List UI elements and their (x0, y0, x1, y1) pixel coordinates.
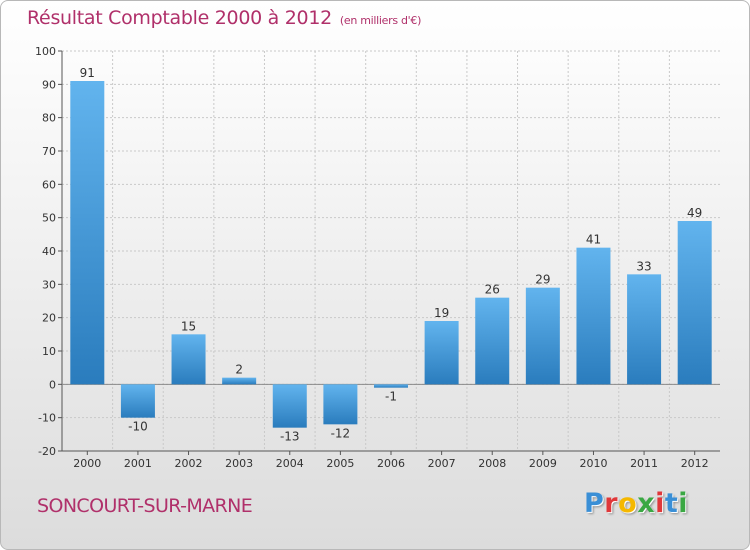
bar-2001 (120, 384, 155, 418)
y-tick-label: 70 (42, 145, 56, 158)
x-tick-label: 2003 (225, 457, 253, 470)
logo-letter: P (584, 488, 605, 519)
data-label-2004: -13 (280, 430, 300, 444)
data-label-2011: 33 (636, 259, 651, 273)
y-tick-label: 50 (42, 212, 56, 225)
x-tick-label: 2008 (478, 457, 506, 470)
x-tick-label: 2002 (175, 457, 203, 470)
x-tick-label: 2007 (428, 457, 456, 470)
y-tick-label: 40 (42, 245, 56, 258)
y-tick-label: -10 (38, 412, 56, 425)
y-tick-label: 80 (42, 112, 56, 125)
bar-2006 (374, 384, 408, 388)
data-label-2006: -1 (385, 390, 397, 404)
y-tick-label: 90 (42, 78, 56, 91)
chart-subtitle: (en milliers d'€) (339, 14, 422, 27)
bars (70, 81, 712, 428)
city-name: SONCOURT-SUR-MARNE (37, 495, 253, 517)
bar-2000 (70, 81, 105, 385)
x-tick-label: 2011 (630, 457, 658, 470)
y-tick-label: 0 (49, 378, 56, 391)
title-text: Résultat Comptable 2000 à 2012 (27, 7, 332, 29)
y-tick-label: 20 (42, 312, 56, 325)
x-tick-label: 2001 (124, 457, 152, 470)
data-label-2003: 2 (235, 363, 243, 377)
x-tick-label: 2000 (73, 457, 101, 470)
chart-title: Résultat Comptable 2000 à 2012 (en millie… (27, 7, 421, 29)
logo-letter: o (618, 488, 638, 519)
y-tick-labels: -20 -10 0 10 20 30 40 50 60 70 80 90 100 (35, 45, 56, 458)
data-label-2012: 49 (687, 206, 702, 220)
data-label-2009: 29 (535, 273, 550, 287)
bar-2004 (272, 384, 307, 428)
x-tick-label: 2006 (377, 457, 405, 470)
proxiti-logo[interactable]: Proxiti (584, 488, 688, 519)
bar-2005 (323, 384, 358, 425)
logo-letter: x (637, 488, 656, 519)
bar-2011 (627, 274, 662, 385)
x-tick-label: 2009 (529, 457, 557, 470)
x-tick-label: 2004 (276, 457, 304, 470)
data-label-2007: 19 (434, 306, 449, 320)
y-tick-label: -20 (38, 445, 56, 458)
y-tick-label: 100 (35, 45, 56, 58)
bar-2002 (171, 334, 206, 385)
data-label-2005: -12 (331, 426, 351, 440)
data-label-2010: 41 (586, 233, 601, 247)
logo-letter: i (678, 488, 689, 519)
data-label-2008: 26 (485, 283, 500, 297)
y-tick-label: 60 (42, 178, 56, 191)
bar-2007 (424, 321, 459, 385)
logo-letter: r (604, 488, 619, 519)
x-tick-labels: 2000 2001 2002 2003 2004 2005 2006 2007 2008 2009… (73, 457, 708, 470)
x-tick-label: 2012 (681, 457, 709, 470)
logo-letter: t (664, 488, 679, 519)
x-tick-label: 2005 (326, 457, 354, 470)
y-tick-label: 30 (42, 278, 56, 291)
y-tick-label: 10 (42, 345, 56, 358)
data-labels: 91 -10 15 2 -13 -12 -1 19 26 29 41 33 49 (80, 66, 703, 444)
data-label-2000: 91 (80, 66, 95, 80)
bar-2008 (475, 297, 510, 385)
logo-letter: i (655, 488, 665, 519)
data-label-2001: -10 (128, 420, 148, 434)
bar-2003 (222, 377, 257, 385)
bar-2009 (525, 287, 560, 385)
bar-2010 (576, 247, 611, 385)
bar-2012 (677, 221, 712, 385)
x-tick-label: 2010 (579, 457, 607, 470)
data-label-2002: 15 (181, 319, 196, 333)
